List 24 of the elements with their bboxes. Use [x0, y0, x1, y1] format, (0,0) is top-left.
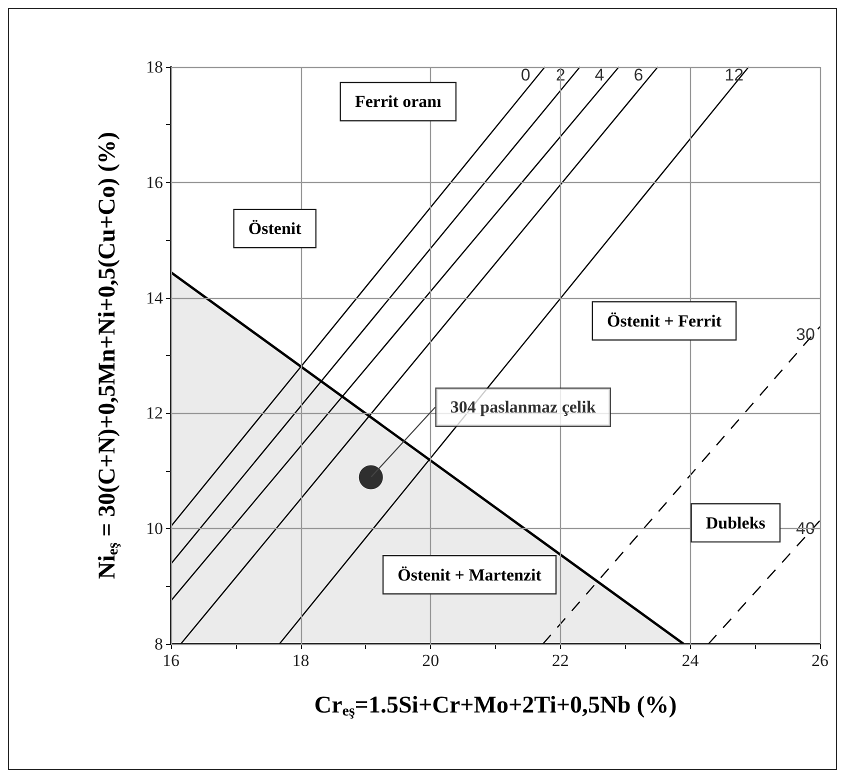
y-tick-label: 12 [146, 404, 163, 423]
annotation: Ferrit oranı [354, 92, 442, 112]
y-tick-label: 10 [146, 519, 163, 538]
y-tick-label: 8 [154, 634, 163, 654]
annotation: Östenit + Ferrit [607, 311, 722, 330]
annotation: 304 paslanmaz çelik [450, 398, 596, 417]
annotation: Östenit [248, 219, 302, 238]
y-axis-title: Nieş = 30(C+N)+0,5Mn+Ni+0,5(Cu+Co) (%) [94, 132, 122, 580]
x-tick-label: 24 [682, 651, 700, 670]
annotation: Dubleks [706, 513, 766, 532]
series-label: 4 [594, 66, 604, 84]
series-label: 6 [634, 66, 644, 84]
y-tick-label: 18 [146, 58, 163, 76]
series-label: 0 [520, 66, 530, 84]
x-tick-label: 22 [552, 651, 569, 670]
x-tick-label: 18 [292, 651, 310, 670]
annotation: Östenit + Martenzit [398, 565, 542, 584]
x-tick-label: 26 [812, 651, 828, 670]
series-label: 30 [796, 325, 815, 344]
x-tick-label: 20 [422, 651, 440, 670]
x-tick-label: 16 [162, 651, 180, 670]
y-tick-label: 16 [146, 172, 163, 192]
y-tick-label: 14 [146, 288, 164, 308]
series-label: 12 [724, 66, 744, 84]
